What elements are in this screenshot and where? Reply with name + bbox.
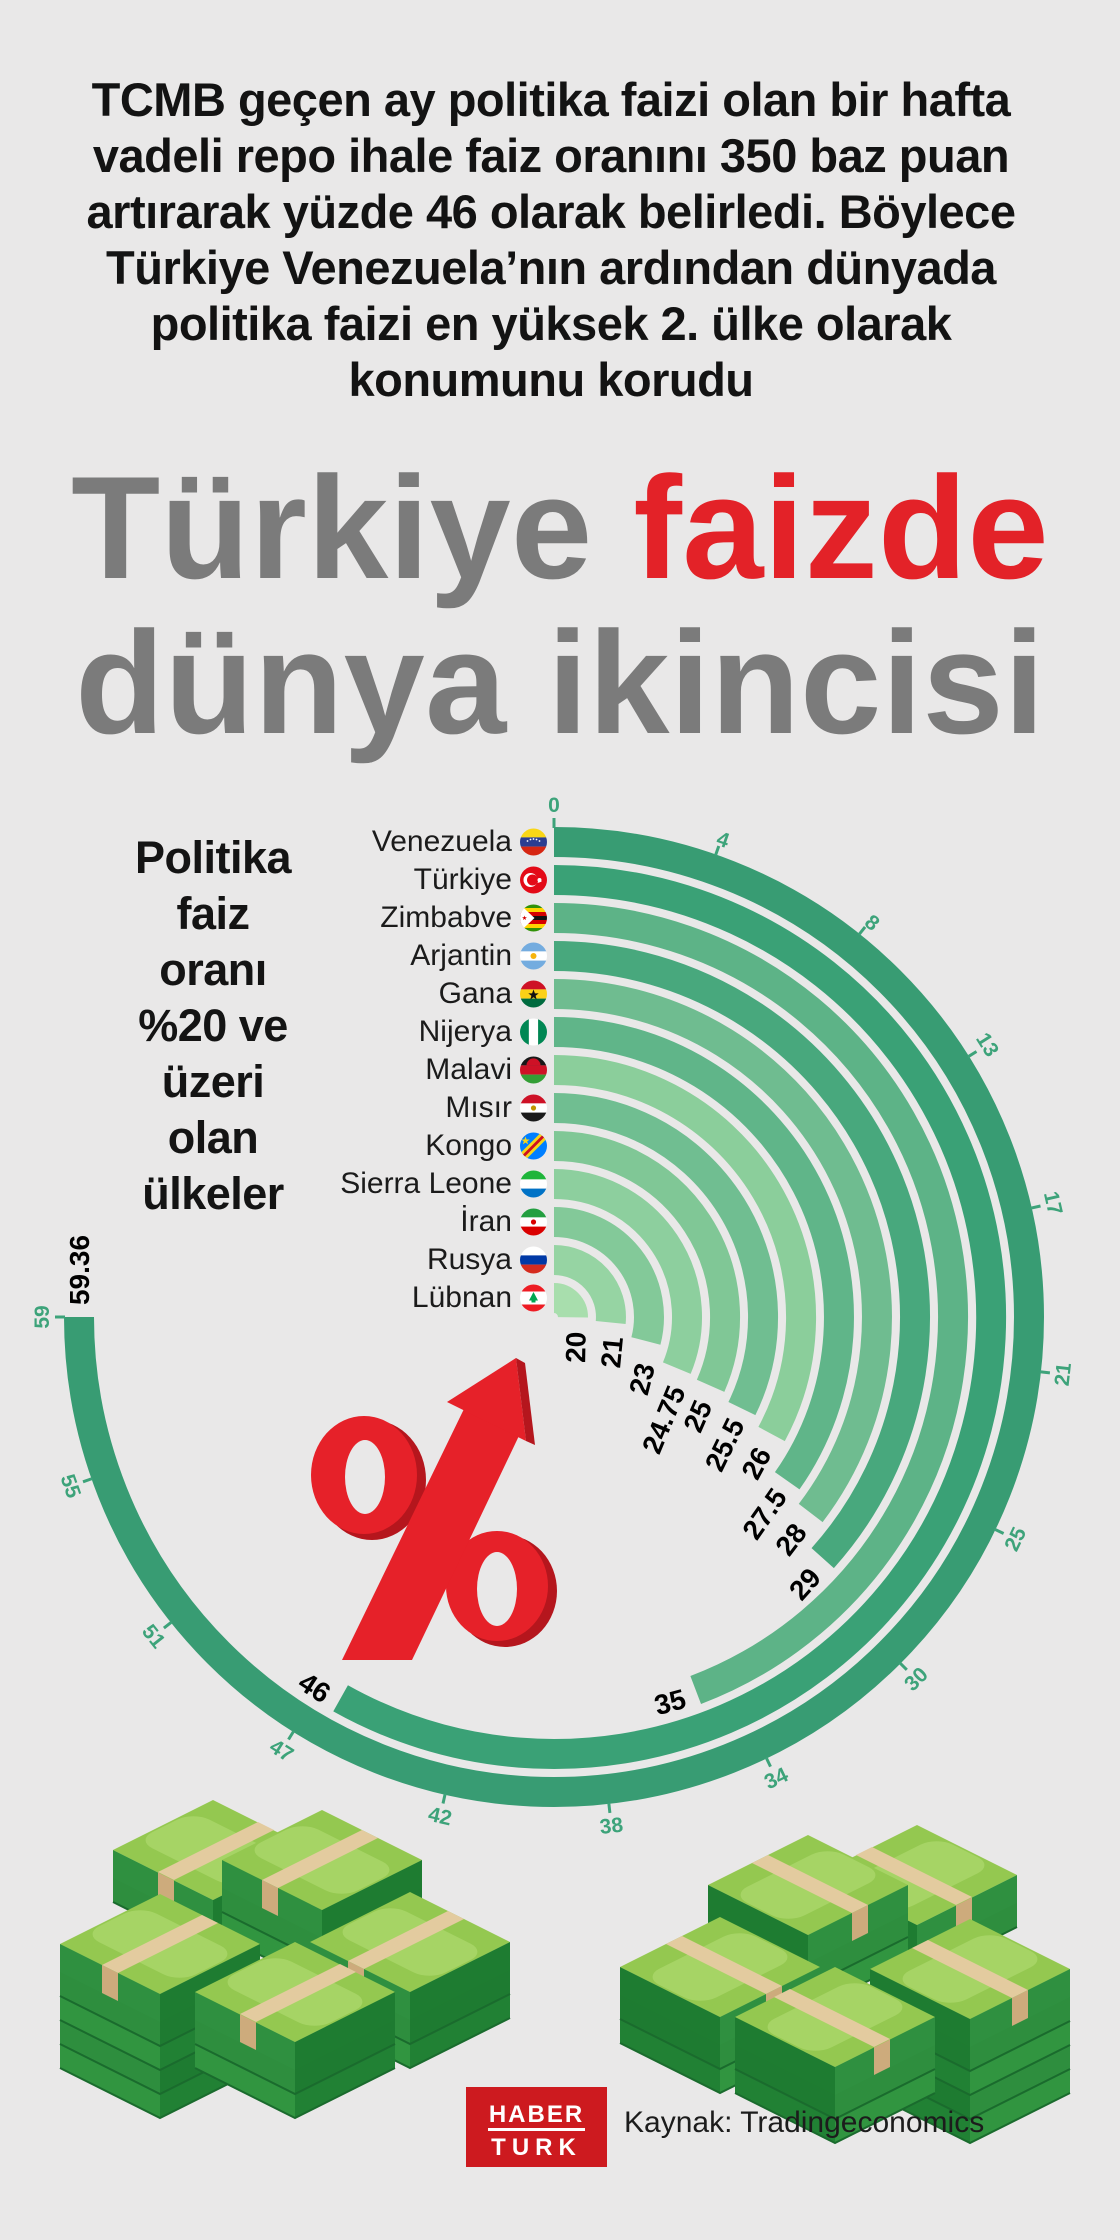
svg-text:47: 47	[265, 1735, 297, 1767]
svg-text:Nijerya: Nijerya	[419, 1015, 513, 1048]
svg-text:8: 8	[860, 910, 884, 935]
svg-text:42: 42	[426, 1803, 454, 1831]
svg-text:Malavi: Malavi	[425, 1053, 512, 1086]
svg-text:13: 13	[971, 1029, 1003, 1061]
svg-text:55: 55	[56, 1471, 86, 1501]
svg-text:34: 34	[761, 1763, 792, 1794]
svg-text:Mısır: Mısır	[445, 1091, 512, 1124]
svg-text:20: 20	[560, 1331, 592, 1363]
svg-text:Kongo: Kongo	[425, 1129, 512, 1162]
svg-text:Zimbabve: Zimbabve	[380, 901, 512, 934]
svg-text:4: 4	[714, 827, 733, 853]
svg-text:Lübnan: Lübnan	[412, 1281, 512, 1314]
svg-text:51: 51	[137, 1620, 170, 1653]
svg-text:26: 26	[735, 1442, 777, 1484]
svg-text:35: 35	[651, 1683, 689, 1721]
svg-text:23: 23	[623, 1360, 661, 1398]
svg-text:İran: İran	[460, 1205, 512, 1238]
svg-text:Rusya: Rusya	[427, 1243, 512, 1276]
svg-text:Venezuela: Venezuela	[372, 825, 512, 858]
svg-text:17: 17	[1039, 1189, 1067, 1217]
svg-text:Türkiye: Türkiye	[414, 863, 512, 896]
svg-text:59: 59	[31, 1305, 54, 1328]
svg-text:25: 25	[1000, 1524, 1031, 1555]
svg-text:21: 21	[1051, 1361, 1076, 1387]
svg-text:Arjantin: Arjantin	[410, 939, 512, 972]
svg-text:Sierra Leone: Sierra Leone	[340, 1167, 512, 1200]
svg-text:59.36: 59.36	[64, 1235, 95, 1305]
svg-text:Gana: Gana	[439, 977, 513, 1010]
svg-text:21: 21	[595, 1335, 629, 1369]
svg-text:0: 0	[548, 794, 560, 817]
svg-text:38: 38	[598, 1814, 624, 1839]
